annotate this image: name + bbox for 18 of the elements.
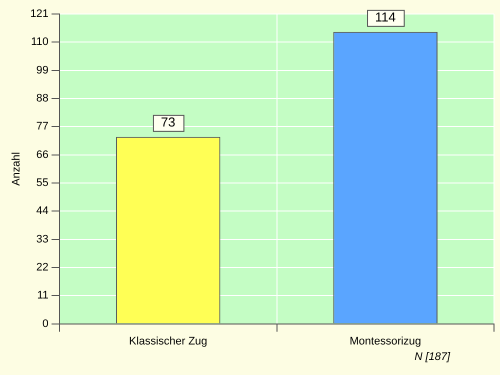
y-tick-label: 121 [30, 8, 49, 20]
data-label: 73 [160, 114, 176, 130]
y-tick-label: 0 [42, 318, 49, 330]
y-tick-label: 77 [36, 120, 49, 133]
y-tick-label: 55 [36, 177, 49, 190]
y-tick-label: 44 [36, 205, 49, 218]
data-label: 114 [375, 10, 396, 24]
x-tick-label: Montessorizug [350, 335, 422, 348]
text: N [187] [414, 351, 450, 363]
y-tick-label: 11 [37, 290, 49, 302]
y-tick-label: 22 [36, 262, 49, 274]
y-tick-label: 33 [36, 233, 49, 246]
y-axis-title: Anzahl [10, 152, 23, 186]
y-tick-label: 88 [36, 92, 49, 105]
x-tick-label: Klassischer Zug [129, 335, 208, 348]
y-tick-label: 99 [36, 64, 49, 76]
y-tick-label: 110 [31, 36, 49, 48]
y-tick-label: 66 [36, 148, 49, 161]
